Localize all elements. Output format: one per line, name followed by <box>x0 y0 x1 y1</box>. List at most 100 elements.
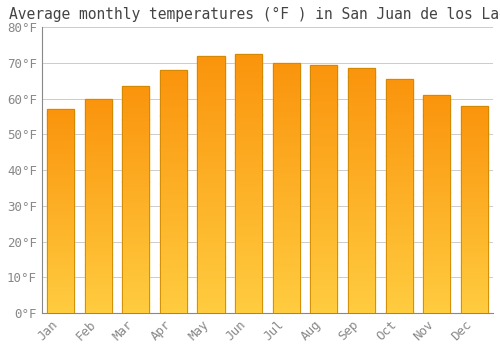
Bar <box>198 154 224 155</box>
Bar <box>160 191 187 193</box>
Bar <box>348 129 375 130</box>
Bar <box>272 80 300 81</box>
Bar <box>386 207 412 209</box>
Bar <box>160 253 187 255</box>
Bar <box>460 186 488 187</box>
Bar <box>160 85 187 86</box>
Bar <box>122 188 150 189</box>
Bar <box>160 208 187 209</box>
Bar <box>160 303 187 305</box>
Bar <box>423 242 450 243</box>
Bar <box>84 164 112 166</box>
Bar <box>84 240 112 241</box>
Bar <box>47 236 74 237</box>
Bar <box>122 107 150 109</box>
Bar <box>348 158 375 160</box>
Bar <box>272 270 300 271</box>
Bar <box>160 120 187 122</box>
Bar <box>122 275 150 277</box>
Bar <box>122 109 150 111</box>
Bar <box>272 141 300 143</box>
Bar <box>47 300 74 301</box>
Bar <box>122 306 150 307</box>
Bar <box>84 190 112 192</box>
Bar <box>272 221 300 223</box>
Bar <box>47 217 74 218</box>
Bar <box>84 196 112 197</box>
Bar <box>122 228 150 230</box>
Bar <box>235 310 262 312</box>
Bar <box>386 185 412 187</box>
Bar <box>460 309 488 310</box>
Bar <box>460 147 488 149</box>
Bar <box>272 238 300 240</box>
Bar <box>386 223 412 224</box>
Bar <box>198 202 224 203</box>
Bar <box>122 159 150 160</box>
Bar <box>198 181 224 183</box>
Bar <box>348 109 375 111</box>
Bar <box>272 66 300 68</box>
Bar <box>122 289 150 290</box>
Bar <box>235 70 262 71</box>
Bar <box>423 95 450 313</box>
Bar <box>460 154 488 156</box>
Bar <box>460 127 488 128</box>
Bar <box>348 254 375 256</box>
Bar <box>235 103 262 104</box>
Bar <box>122 102 150 103</box>
Bar <box>47 280 74 282</box>
Bar <box>460 146 488 147</box>
Bar <box>122 154 150 156</box>
Bar <box>198 243 224 245</box>
Bar <box>310 66 338 68</box>
Bar <box>386 227 412 229</box>
Bar <box>160 141 187 143</box>
Bar <box>47 165 74 167</box>
Bar <box>460 267 488 269</box>
Bar <box>47 243 74 244</box>
Bar <box>386 240 412 242</box>
Bar <box>47 134 74 135</box>
Bar <box>160 300 187 302</box>
Bar <box>386 298 412 299</box>
Bar <box>198 184 224 186</box>
Bar <box>198 261 224 263</box>
Bar <box>310 167 338 169</box>
Bar <box>386 273 412 274</box>
Bar <box>122 165 150 166</box>
Bar <box>160 268 187 270</box>
Bar <box>198 287 224 289</box>
Bar <box>460 203 488 204</box>
Bar <box>84 269 112 270</box>
Bar <box>160 234 187 235</box>
Bar <box>310 290 338 292</box>
Bar <box>348 85 375 86</box>
Bar <box>423 271 450 272</box>
Bar <box>310 133 338 134</box>
Bar <box>423 259 450 261</box>
Bar <box>423 310 450 312</box>
Bar <box>122 278 150 280</box>
Bar <box>310 169 338 171</box>
Bar <box>160 230 187 232</box>
Bar <box>386 195 412 196</box>
Bar <box>460 244 488 245</box>
Bar <box>423 114 450 116</box>
Bar <box>84 289 112 290</box>
Bar <box>310 129 338 131</box>
Bar <box>460 114 488 116</box>
Bar <box>386 215 412 216</box>
Bar <box>84 129 112 130</box>
Bar <box>160 88 187 90</box>
Bar <box>160 305 187 307</box>
Bar <box>160 185 187 187</box>
Bar <box>84 186 112 187</box>
Bar <box>122 148 150 150</box>
Bar <box>84 114 112 116</box>
Bar <box>386 168 412 169</box>
Bar <box>386 87 412 89</box>
Bar <box>423 200 450 201</box>
Bar <box>310 94 338 96</box>
Bar <box>160 122 187 124</box>
